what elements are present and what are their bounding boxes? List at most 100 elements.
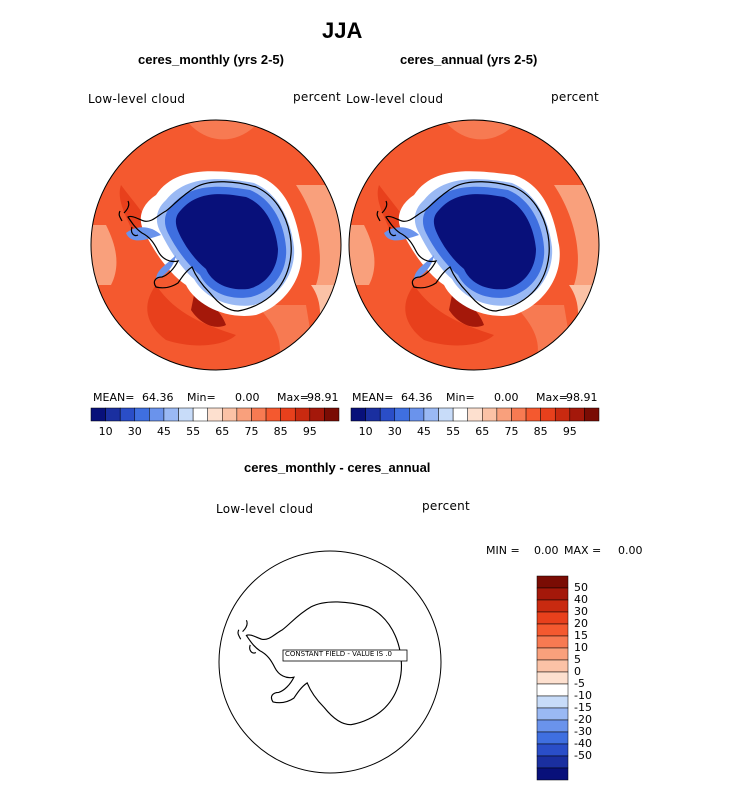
- panel3-colorbar-box: [536, 731, 569, 745]
- panel1-min-value: 0.00: [235, 391, 260, 404]
- panel1-colorbar: [90, 407, 340, 422]
- panel2-units: percent: [551, 90, 600, 104]
- panel3-colorbar-box: [536, 587, 569, 601]
- panel3-colorbar-box: [536, 611, 569, 625]
- panel2-colorbar-box: [423, 407, 439, 422]
- panel2-colorbar-tick: 65: [475, 425, 490, 438]
- panel1-colorbar-box: [163, 407, 179, 422]
- panel1-colorbar-box: [119, 407, 136, 422]
- panel3-min-label: MIN =: [486, 544, 520, 557]
- panel1-colorbar-tick: 10: [98, 425, 113, 438]
- panel2-colorbar-tick: 45: [416, 425, 431, 438]
- panel2-min-value: 0.00: [494, 391, 519, 404]
- panel3-min-value: 0.00: [534, 544, 559, 557]
- panel2-colorbar-box: [452, 407, 468, 422]
- panel1-colorbar-box: [324, 407, 340, 422]
- panel3-colorbar: [536, 575, 569, 781]
- panel3-colorbar-tick: -10: [574, 689, 592, 702]
- panel3-map: [218, 550, 442, 774]
- panel3-colorbar-box: [536, 659, 569, 673]
- panel3-colorbar-tick: -5: [574, 677, 585, 690]
- panel3-units: percent: [422, 499, 471, 513]
- panel3-colorbar-tick: -20: [574, 713, 592, 726]
- panel1-colorbar-box: [134, 407, 150, 422]
- panel3-colorbar-box: [536, 671, 569, 685]
- panel2-max-value: 98.91: [566, 391, 598, 404]
- panel3-colorbar-tick: -40: [574, 737, 592, 750]
- panel1-colorbar-box: [294, 407, 311, 422]
- panel2-colorbar-box: [569, 407, 585, 422]
- panel3-colorbar-tick: 15: [574, 629, 588, 642]
- panel1-colorbar-box: [207, 407, 223, 422]
- panel3-colorbar-box: [536, 755, 569, 769]
- panel2-map: [348, 119, 600, 371]
- panel1-colorbar-box: [309, 407, 325, 422]
- panel1-colorbar-box: [251, 407, 267, 422]
- panel2-colorbar-tick: 85: [533, 425, 548, 438]
- panel1-colorbar-box: [90, 407, 106, 422]
- panel1-colorbar-box: [280, 407, 296, 422]
- panel1-colorbar-box: [105, 407, 121, 422]
- panel1-colorbar-tick: 30: [127, 425, 142, 438]
- panel1-min-label: Min=: [187, 391, 216, 404]
- panel1-title: ceres_monthly (yrs 2-5): [138, 52, 284, 67]
- panel3-title: ceres_monthly - ceres_annual: [244, 460, 431, 475]
- panel3-colorbar-box: [536, 683, 569, 697]
- panel3-colorbar-tick: 5: [574, 653, 581, 666]
- panel1-colorbar-box: [236, 407, 252, 422]
- panel1-mean-value: 64.36: [142, 391, 174, 404]
- panel2-colorbar-box: [394, 407, 410, 422]
- panel3-colorbar-tick: 50: [574, 581, 588, 594]
- panel1-mean-label: MEAN=: [93, 391, 135, 404]
- panel3-colorbar-box: [536, 743, 569, 757]
- panel2-min-label: Min=: [446, 391, 475, 404]
- panel3-colorbar-tick: 0: [574, 665, 581, 678]
- panel1-colorbar-box: [222, 407, 238, 422]
- panel2-variable: Low-level cloud: [346, 92, 444, 106]
- panel1-max-label: Max=: [277, 391, 309, 404]
- panel3-colorbar-tick: 40: [574, 593, 588, 606]
- panel1-colorbar-tick: 95: [302, 425, 317, 438]
- panel2-colorbar-tick: 30: [387, 425, 402, 438]
- season-title: JJA: [322, 18, 363, 43]
- panel1-units: percent: [293, 90, 342, 104]
- panel2-colorbar-box: [365, 407, 381, 422]
- panel2-mean-label: MEAN=: [352, 391, 394, 404]
- panel3-colorbar-tick: 30: [574, 605, 588, 618]
- panel1-colorbar-tick: 75: [244, 425, 259, 438]
- panel2-colorbar-box: [511, 407, 527, 422]
- panel3-colorbar-box: [536, 635, 569, 649]
- panel2-colorbar-box: [584, 407, 600, 422]
- panel1-variable: Low-level cloud: [88, 92, 186, 106]
- constant-field-annotation: CONSTANT FIELD - VALUE IS .0: [285, 650, 392, 658]
- panel3-colorbar-box: [536, 767, 569, 781]
- panel1-colorbar-tick: 65: [215, 425, 230, 438]
- panel3-colorbar-box: [536, 575, 569, 589]
- panel3-max-label: MAX =: [564, 544, 602, 557]
- panel3-variable: Low-level cloud: [216, 502, 314, 516]
- panel1-map: [90, 119, 342, 371]
- panel1-colorbar-tick: 45: [156, 425, 171, 438]
- panel2-colorbar-tick: 95: [562, 425, 577, 438]
- panel1-colorbar-tick: 85: [273, 425, 288, 438]
- panel2-colorbar-box: [379, 407, 396, 422]
- panel2-colorbar-box: [540, 407, 556, 422]
- panel2-max-label: Max=: [536, 391, 568, 404]
- panel1-colorbar-box: [192, 407, 208, 422]
- panel3-colorbar-tick: -30: [574, 725, 592, 738]
- panel1-colorbar-box: [178, 407, 194, 422]
- panel2-mean-value: 64.36: [401, 391, 433, 404]
- panel2-colorbar-box: [409, 407, 425, 422]
- panel3-colorbar-box: [536, 695, 569, 709]
- panel3-colorbar-box: [536, 647, 569, 661]
- panel2-colorbar-tick: 55: [446, 425, 461, 438]
- panel1-colorbar-tick: 55: [186, 425, 201, 438]
- panel3-colorbar-tick: 10: [574, 641, 588, 654]
- panel3-colorbar-box: [536, 599, 569, 613]
- panel2-colorbar: [350, 407, 600, 422]
- panel2-colorbar-box: [525, 407, 541, 422]
- panel3-colorbar-box: [536, 623, 569, 637]
- panel1-max-value: 98.91: [307, 391, 339, 404]
- panel3-max-value: 0.00: [618, 544, 643, 557]
